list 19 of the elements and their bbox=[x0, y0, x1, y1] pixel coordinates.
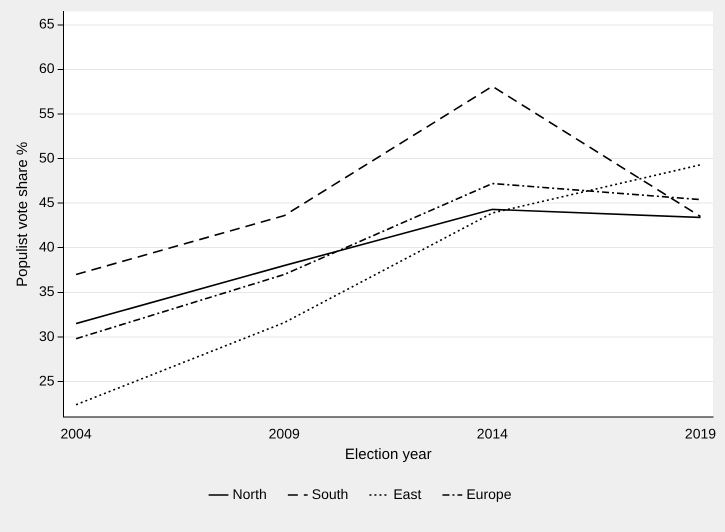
x-tick-label: 2004 bbox=[60, 425, 92, 442]
legend-label: South bbox=[312, 486, 348, 502]
y-tick-label: 45 bbox=[38, 194, 55, 210]
legend-label: East bbox=[393, 486, 422, 502]
y-tick-label: 30 bbox=[38, 328, 55, 344]
y-tick-label: 55 bbox=[38, 104, 55, 121]
legend-label: Europe bbox=[466, 486, 512, 502]
legend-label: North bbox=[232, 486, 267, 502]
y-tick-label: 50 bbox=[38, 149, 55, 166]
y-tick-label: 40 bbox=[38, 238, 55, 255]
y-tick-label: 65 bbox=[38, 16, 55, 32]
x-tick-label: 2014 bbox=[476, 425, 508, 442]
x-tick-label: 2019 bbox=[684, 425, 716, 442]
y-tick-label: 35 bbox=[38, 283, 55, 300]
y-tick-label: 25 bbox=[38, 372, 55, 388]
y-axis-title: Populist vote share % bbox=[14, 142, 32, 287]
x-tick-label: 2009 bbox=[268, 425, 300, 442]
x-axis-title: Election year bbox=[344, 446, 432, 464]
y-tick-label: 60 bbox=[38, 60, 55, 76]
